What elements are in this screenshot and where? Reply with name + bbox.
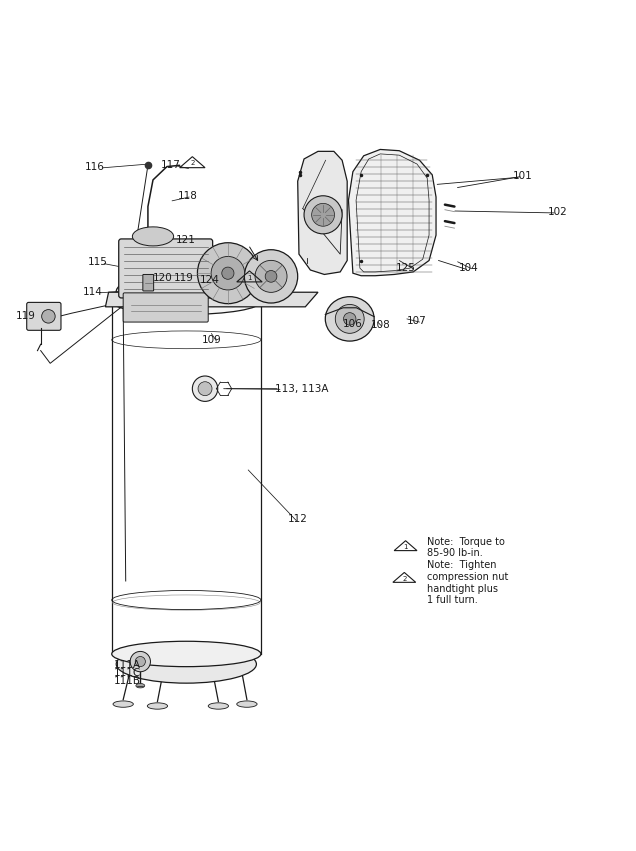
Polygon shape (349, 150, 436, 276)
Ellipse shape (132, 227, 174, 246)
Ellipse shape (208, 703, 228, 709)
Ellipse shape (237, 701, 257, 707)
Text: 118: 118 (178, 191, 198, 201)
Text: 111C: 111C (114, 668, 141, 678)
Circle shape (197, 243, 258, 304)
Text: 114: 114 (83, 288, 102, 297)
Ellipse shape (148, 703, 168, 709)
Text: 120: 120 (153, 272, 172, 283)
Text: Note:  Torque to
85-90 lb-in.: Note: Torque to 85-90 lb-in. (427, 536, 505, 558)
Text: 124: 124 (200, 275, 220, 284)
Text: 111B: 111B (114, 676, 141, 686)
Text: 108: 108 (370, 320, 390, 330)
Text: 119: 119 (16, 311, 36, 322)
Circle shape (312, 203, 335, 226)
Text: 119: 119 (174, 272, 193, 283)
Circle shape (255, 260, 287, 293)
Text: 112: 112 (287, 514, 308, 524)
Text: 121: 121 (176, 235, 196, 245)
Ellipse shape (112, 289, 261, 314)
Circle shape (211, 256, 245, 290)
Ellipse shape (113, 701, 134, 707)
Ellipse shape (116, 272, 256, 311)
Text: 125: 125 (396, 263, 415, 273)
Polygon shape (298, 151, 347, 275)
Text: 113, 113A: 113, 113A (275, 384, 329, 394)
Text: 106: 106 (343, 319, 363, 329)
Polygon shape (106, 292, 318, 307)
Text: 107: 107 (407, 317, 427, 327)
Text: 115: 115 (88, 257, 107, 267)
Text: 2: 2 (402, 575, 406, 581)
Text: 111A: 111A (114, 660, 141, 671)
Text: 109: 109 (202, 335, 221, 346)
Circle shape (244, 249, 298, 303)
FancyBboxPatch shape (123, 293, 208, 322)
Ellipse shape (136, 683, 145, 688)
Circle shape (304, 196, 342, 234)
FancyBboxPatch shape (119, 239, 212, 298)
FancyBboxPatch shape (143, 275, 154, 291)
Text: 101: 101 (513, 171, 532, 181)
Text: 104: 104 (459, 263, 479, 273)
Text: 117: 117 (161, 160, 181, 170)
Text: 2: 2 (190, 161, 195, 167)
Circle shape (343, 312, 356, 325)
Circle shape (335, 305, 364, 334)
Circle shape (135, 656, 146, 666)
Circle shape (222, 267, 234, 279)
Text: 1: 1 (403, 544, 408, 550)
Circle shape (265, 271, 277, 283)
Circle shape (192, 376, 218, 402)
Circle shape (42, 310, 55, 323)
Ellipse shape (325, 297, 374, 341)
Circle shape (198, 382, 212, 396)
Text: 102: 102 (548, 208, 567, 217)
Text: 116: 116 (85, 162, 104, 172)
Text: 1: 1 (247, 275, 252, 281)
FancyBboxPatch shape (27, 302, 61, 330)
Ellipse shape (116, 645, 256, 683)
Text: Note:  Tighten
compression nut
handtight plus
1 full turn.: Note: Tighten compression nut handtight … (427, 561, 509, 605)
Ellipse shape (112, 642, 261, 666)
Circle shape (130, 651, 151, 671)
